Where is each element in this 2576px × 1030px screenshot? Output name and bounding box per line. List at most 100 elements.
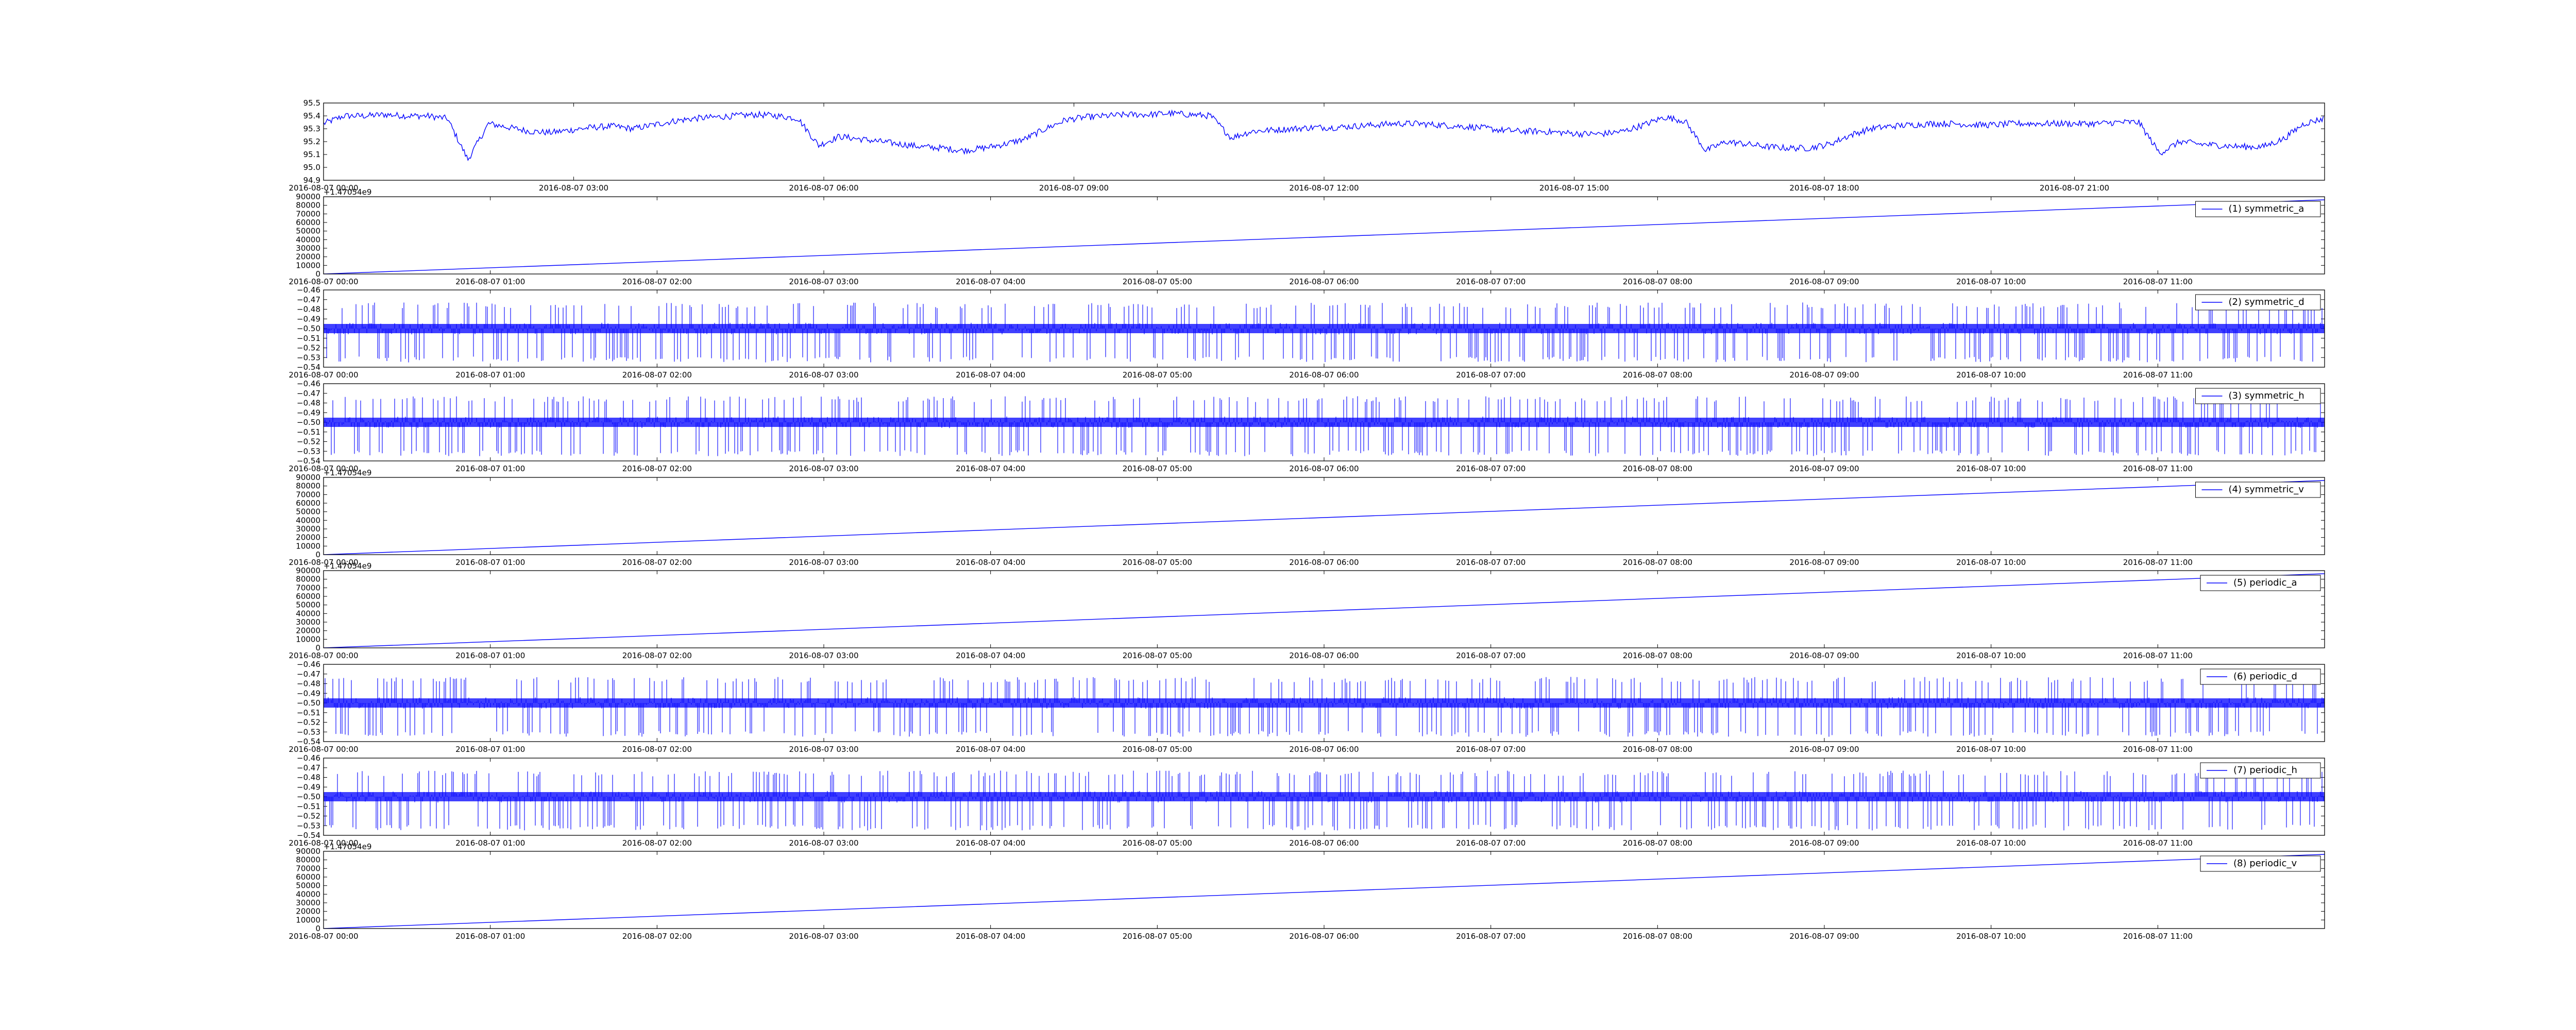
- axes-frame: [323, 570, 2325, 648]
- series-line-group: [324, 480, 2325, 555]
- y-offset-label: +1.47054e9: [324, 187, 371, 197]
- legend: (2) symmetric_d: [2195, 294, 2321, 311]
- y-tick-label: −0.46: [297, 285, 320, 295]
- x-tick-label: 2016-08-07 06:00: [1289, 745, 1359, 754]
- x-tick-label: 2016-08-07 02:00: [622, 745, 692, 754]
- legend-box: [2195, 482, 2321, 498]
- y-tick-label: 70000: [296, 490, 320, 499]
- axes-frame: [323, 758, 2325, 836]
- x-tick-label: 2016-08-07 05:00: [1123, 277, 1192, 286]
- series-line: [324, 854, 2325, 929]
- series-line: [324, 770, 2324, 831]
- subplot-p5: 0100002000030000400005000060000700008000…: [289, 561, 2325, 660]
- x-tick-label: 2016-08-07 11:00: [2123, 745, 2193, 754]
- y-tick-label: 60000: [296, 218, 320, 227]
- y-tick-label: −0.50: [297, 792, 320, 801]
- legend-label: (1) symmetric_a: [2229, 203, 2304, 214]
- series-line: [324, 396, 2324, 456]
- x-tick-label: 2016-08-07 10:00: [1956, 932, 2026, 941]
- x-tick-label: 2016-08-07 09:00: [1789, 745, 1859, 754]
- y-tick-label: 90000: [296, 847, 320, 856]
- y-tick-label: −0.52: [297, 812, 320, 821]
- y-tick-label: −0.49: [297, 408, 320, 417]
- y-tick-label: −0.54: [297, 456, 320, 466]
- y-tick-label: 95.1: [303, 150, 320, 159]
- y-tick-label: 0: [315, 550, 320, 559]
- y-tick-label: −0.51: [297, 427, 320, 437]
- y-tick-label: −0.47: [297, 763, 320, 772]
- x-tick-label: 2016-08-07 01:00: [455, 745, 525, 754]
- x-tick-label: 2016-08-07 12:00: [1289, 183, 1359, 193]
- x-tick-label: 2016-08-07 01:00: [455, 464, 525, 473]
- y-tick-label: −0.51: [297, 802, 320, 811]
- x-tick-label: 2016-08-07 02:00: [622, 370, 692, 380]
- x-tick-label: 2016-08-07 05:00: [1123, 558, 1192, 567]
- legend: (3) symmetric_h: [2195, 388, 2321, 404]
- x-tick-label: 2016-08-07 04:00: [956, 838, 1025, 848]
- x-tick-label: 2016-08-07 02:00: [622, 932, 692, 941]
- x-tick-label: 2016-08-07 06:00: [789, 183, 858, 193]
- y-tick-label: −0.54: [297, 363, 320, 372]
- x-tick-label: 2016-08-07 04:00: [956, 932, 1025, 941]
- y-tick-label: 30000: [296, 244, 320, 253]
- x-tick-label: 2016-08-07 03:00: [789, 932, 858, 941]
- y-tick-label: 50000: [296, 507, 320, 517]
- series-line: [324, 480, 2325, 555]
- subplot-p8: 0100002000030000400005000060000700008000…: [289, 842, 2325, 941]
- y-tick-label: −0.47: [297, 295, 320, 304]
- y-tick-label: 40000: [296, 516, 320, 525]
- y-tick-label: −0.54: [297, 831, 320, 840]
- legend-label: (5) periodic_a: [2233, 577, 2297, 588]
- y-tick-label: 30000: [296, 898, 320, 907]
- x-tick-label: 2016-08-07 02:00: [622, 838, 692, 848]
- x-tick-label: 2016-08-07 06:00: [1289, 558, 1359, 567]
- axes-frame: [323, 851, 2325, 929]
- series-line-group: [324, 396, 2325, 456]
- subplot-p1: 0100002000030000400005000060000700008000…: [289, 187, 2325, 286]
- x-tick-label: 2016-08-07 10:00: [1956, 370, 2026, 380]
- y-offset-label: +1.47054e9: [324, 468, 371, 477]
- axes-frame: [323, 196, 2325, 274]
- y-tick-label: 80000: [296, 855, 320, 865]
- x-tick-label: 2016-08-07 01:00: [455, 838, 525, 848]
- subplot-p0: 94.9 95.0 95.1 95.2 95.3 95.4 95.5 2016-08-07 0…: [289, 98, 2325, 193]
- x-tick-label: 2016-08-07 08:00: [1623, 558, 1692, 567]
- series-band: [324, 324, 2325, 333]
- y-tick-label: 90000: [296, 473, 320, 482]
- x-tick-label: 2016-08-07 08:00: [1623, 277, 1692, 286]
- x-tick-label: 2016-08-07 04:00: [956, 745, 1025, 754]
- x-tick-label: 2016-08-07 05:00: [1123, 370, 1192, 380]
- y-tick-label: 90000: [296, 192, 320, 201]
- series-band: [324, 418, 2325, 427]
- x-tick-label: 2016-08-07 09:00: [1789, 838, 1859, 848]
- series-line-group: [324, 573, 2325, 648]
- y-tick-label: 80000: [296, 201, 320, 210]
- y-tick-label: −0.52: [297, 344, 320, 353]
- y-tick-label: −0.49: [297, 314, 320, 323]
- x-tick-label: 2016-08-07 09:00: [1039, 183, 1109, 193]
- x-tick-label: 2016-08-07 00:00: [289, 370, 358, 380]
- series-line-group: [324, 109, 2324, 162]
- subplot-p6: −0.54−0.53−0.52−0.51−0.50−0.49−0.48−0.47…: [289, 660, 2325, 754]
- y-tick-label: 60000: [296, 872, 320, 882]
- x-tick-label: 2016-08-07 10:00: [1956, 277, 2026, 286]
- x-tick-label: 2016-08-07 11:00: [2123, 464, 2193, 473]
- x-tick-label: 2016-08-07 00:00: [289, 277, 358, 286]
- series-line: [324, 302, 2324, 363]
- legend-label: (6) periodic_d: [2233, 671, 2297, 682]
- y-tick-label: −0.52: [297, 437, 320, 447]
- series-line-group: [324, 199, 2325, 274]
- x-tick-label: 2016-08-07 11:00: [2123, 370, 2193, 380]
- y-tick-label: 20000: [296, 252, 320, 262]
- y-tick-label: 40000: [296, 609, 320, 618]
- x-tick-label: 2016-08-07 02:00: [622, 464, 692, 473]
- series-line-group: [324, 302, 2325, 363]
- x-tick-label: 2016-08-07 08:00: [1623, 745, 1692, 754]
- y-tick-label: −0.53: [297, 727, 320, 736]
- series-line: [324, 573, 2325, 648]
- x-tick-label: 2016-08-07 01:00: [455, 558, 525, 567]
- x-tick-label: 2016-08-07 11:00: [2123, 838, 2193, 848]
- y-tick-label: −0.48: [297, 399, 320, 408]
- series-line-group: [324, 854, 2325, 929]
- x-tick-label: 2016-08-07 10:00: [1956, 558, 2026, 567]
